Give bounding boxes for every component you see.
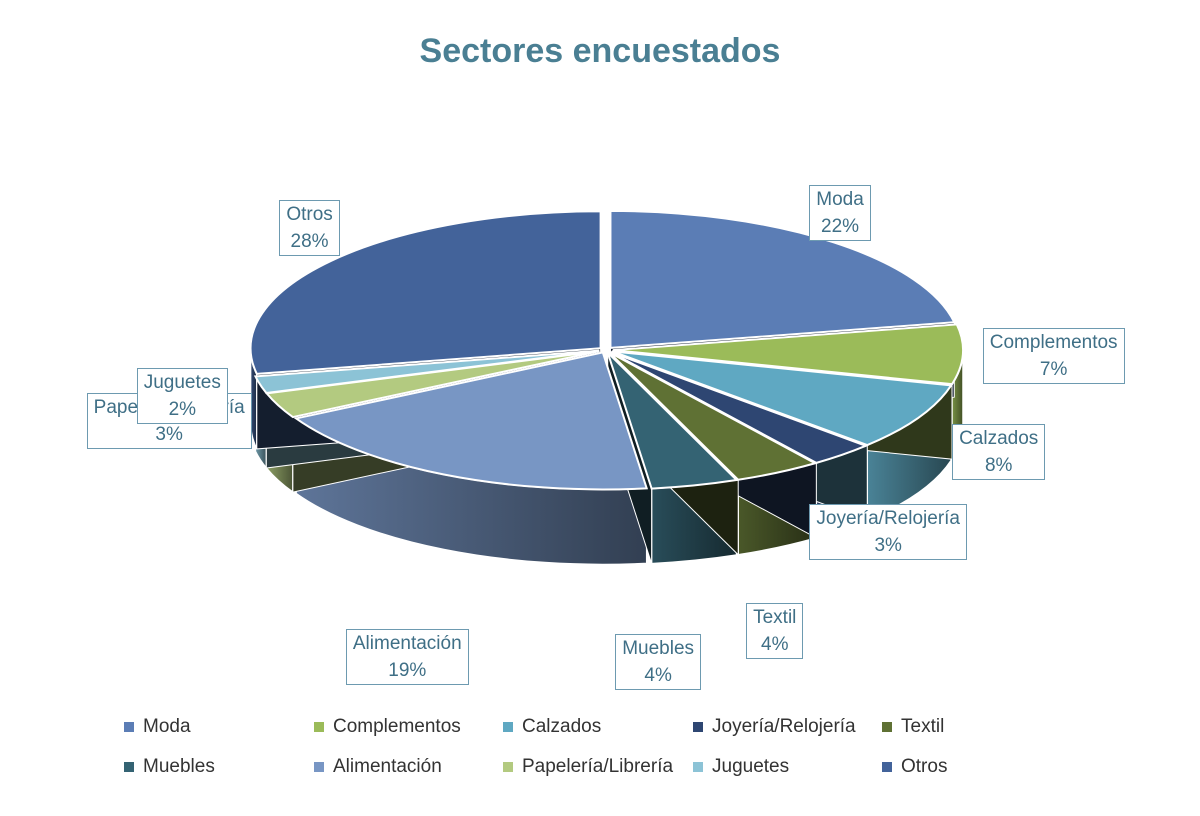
data-label-name: Alimentación — [352, 632, 462, 654]
pie-slice-alimentacion — [293, 351, 649, 491]
legend-swatch — [503, 762, 513, 772]
legend-swatch — [693, 722, 703, 732]
legend-swatch — [124, 762, 134, 772]
legend-item-calzados: Calzados — [503, 716, 601, 738]
data-label-muebles: Muebles 4% — [615, 634, 702, 690]
data-label-name: Complementos — [989, 331, 1118, 353]
legend-swatch — [503, 722, 513, 732]
data-label-juguetes: Juguetes 2% — [136, 367, 228, 424]
data-label-joyeria-relojeria: Joyería/Relojería 3% — [809, 503, 967, 560]
data-label-name: Joyería/Relojería — [816, 507, 960, 529]
legend-label: Calzados — [522, 716, 602, 737]
legend-item-alimentacion: Alimentación — [314, 756, 442, 778]
data-label-calzados: Calzados 8% — [952, 424, 1046, 481]
legend-item-muebles: Muebles — [124, 756, 215, 778]
data-label-value: 28% — [290, 230, 329, 252]
data-label-complementos: Complementos 7% — [982, 327, 1125, 384]
data-label-value: 2% — [168, 398, 197, 420]
legend-item-juguetes: Juguetes — [693, 756, 789, 778]
chart-title: Sectores encuestados — [419, 32, 781, 70]
legend-label: Muebles — [143, 756, 215, 777]
legend-label: Joyería/Relojería — [712, 716, 856, 737]
pie-slice-juguetes — [253, 349, 600, 395]
pie-slice-calzados — [611, 350, 953, 447]
legend-swatch — [314, 762, 324, 772]
legend-swatch — [693, 762, 703, 772]
data-label-value: 4% — [644, 665, 672, 686]
legend-swatch — [314, 722, 324, 732]
legend-label: Juguetes — [712, 756, 790, 777]
pie-slice-moda — [609, 209, 956, 349]
pie-slice-complementos — [612, 323, 964, 386]
legend-label: Moda — [143, 716, 191, 737]
data-label-value: 8% — [984, 455, 1013, 477]
pie-tops — [249, 209, 964, 491]
pie-slice-otros — [249, 210, 602, 375]
legend-label: Papelería/Librería — [522, 756, 674, 777]
data-label-name: Juguetes — [143, 371, 221, 393]
legend-item-otros: Otros — [882, 756, 947, 778]
legend-item-joyeria-relojeria: Joyería/Relojería — [693, 716, 856, 738]
legend-item-textil: Textil — [882, 716, 944, 738]
legend-item-papeleria-libreria: Papelería/Librería — [503, 756, 673, 778]
data-label-value: 3% — [874, 534, 902, 556]
data-label-otros: Otros 28% — [279, 199, 340, 256]
data-label-value: 4% — [761, 633, 789, 655]
legend-swatch — [882, 762, 892, 772]
legend-item-complementos: Complementos — [314, 716, 461, 738]
data-label-name: Muebles — [622, 638, 695, 659]
data-label-value: 7% — [1039, 358, 1068, 380]
legend-label: Complementos — [333, 716, 461, 737]
legend-label: Alimentación — [333, 756, 442, 777]
data-label-alimentacion: Alimentación 19% — [345, 628, 469, 685]
data-label-value: 22% — [821, 215, 860, 237]
data-label-name: Calzados — [959, 428, 1039, 450]
data-label-value: 3% — [155, 423, 183, 445]
pie-slice-textil — [608, 351, 818, 481]
data-label-name: Otros — [286, 203, 333, 225]
data-label-moda: Moda 22% — [809, 184, 871, 241]
data-label-value: 19% — [388, 659, 427, 681]
data-label-textil: Textil 4% — [746, 602, 804, 659]
pie-slice-muebles — [606, 351, 739, 490]
data-label-name: Textil — [753, 606, 797, 628]
legend-swatch — [124, 722, 134, 732]
legend-item-moda: Moda — [124, 716, 191, 738]
legend-label: Otros — [901, 756, 948, 777]
legend-label: Textil — [901, 716, 945, 737]
legend-swatch — [882, 722, 892, 732]
data-label-name: Moda — [816, 188, 864, 210]
